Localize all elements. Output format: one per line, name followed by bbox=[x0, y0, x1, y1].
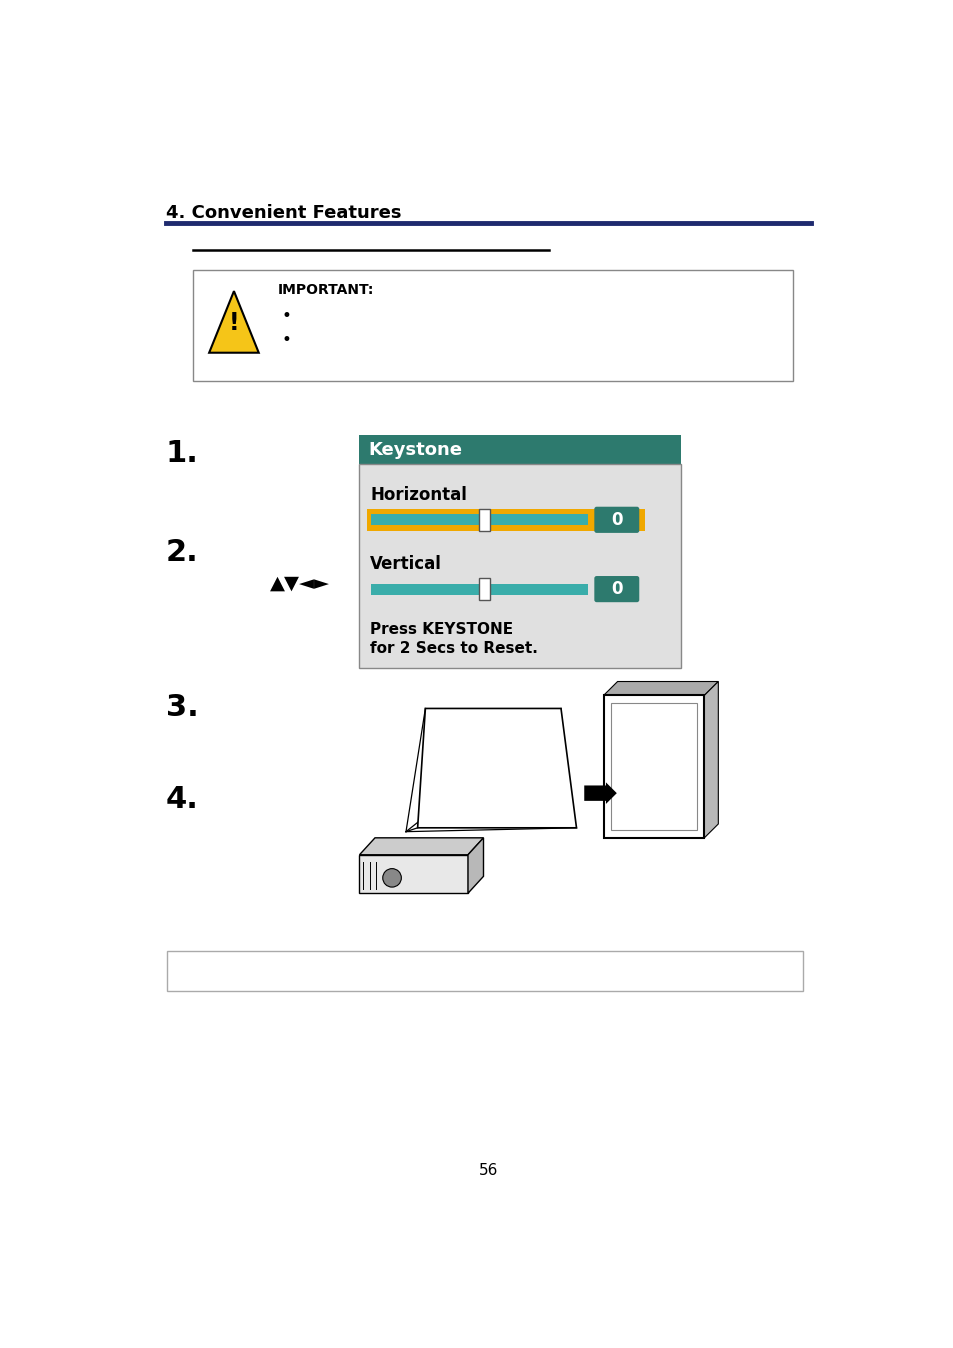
Text: •: • bbox=[282, 332, 292, 349]
Text: •: • bbox=[282, 306, 292, 325]
Polygon shape bbox=[209, 291, 258, 353]
Text: 3.: 3. bbox=[166, 693, 198, 723]
FancyBboxPatch shape bbox=[371, 515, 587, 526]
Polygon shape bbox=[603, 682, 718, 696]
FancyArrow shape bbox=[583, 782, 617, 803]
Text: ▲▼◄►: ▲▼◄► bbox=[270, 574, 330, 593]
Circle shape bbox=[382, 868, 401, 887]
Text: 4. Convenient Features: 4. Convenient Features bbox=[166, 204, 401, 222]
Text: for 2 Secs to Reset.: for 2 Secs to Reset. bbox=[370, 640, 537, 655]
Text: IMPORTANT:: IMPORTANT: bbox=[278, 283, 375, 298]
FancyBboxPatch shape bbox=[594, 507, 639, 532]
Text: Horizontal: Horizontal bbox=[370, 485, 467, 504]
Text: Keystone: Keystone bbox=[369, 441, 462, 458]
FancyBboxPatch shape bbox=[611, 704, 696, 830]
Polygon shape bbox=[703, 682, 718, 838]
Text: 4.: 4. bbox=[166, 786, 198, 814]
FancyBboxPatch shape bbox=[594, 576, 639, 603]
Polygon shape bbox=[359, 855, 468, 894]
Text: !: ! bbox=[229, 311, 239, 336]
FancyBboxPatch shape bbox=[193, 270, 793, 381]
FancyBboxPatch shape bbox=[367, 510, 644, 531]
Text: Press KEYSTONE: Press KEYSTONE bbox=[370, 623, 513, 638]
FancyBboxPatch shape bbox=[478, 510, 489, 531]
Text: 2.: 2. bbox=[166, 538, 198, 566]
Polygon shape bbox=[417, 709, 576, 828]
Text: 1.: 1. bbox=[166, 439, 198, 468]
Text: 56: 56 bbox=[478, 1163, 498, 1178]
FancyBboxPatch shape bbox=[371, 584, 587, 594]
FancyBboxPatch shape bbox=[603, 696, 703, 838]
Text: 0: 0 bbox=[611, 580, 622, 599]
Polygon shape bbox=[468, 838, 483, 894]
FancyBboxPatch shape bbox=[167, 950, 802, 991]
FancyBboxPatch shape bbox=[478, 578, 489, 600]
Polygon shape bbox=[359, 838, 483, 855]
Text: 0: 0 bbox=[611, 511, 622, 528]
FancyBboxPatch shape bbox=[359, 435, 680, 464]
Text: Vertical: Vertical bbox=[370, 555, 442, 573]
FancyBboxPatch shape bbox=[359, 464, 680, 669]
